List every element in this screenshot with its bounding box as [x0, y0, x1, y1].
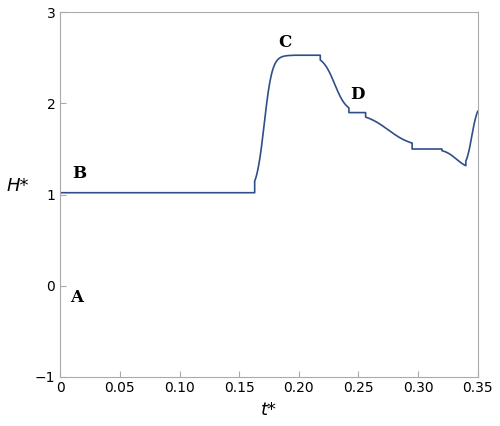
Y-axis label: H*: H* — [7, 176, 30, 195]
Text: D: D — [350, 86, 364, 103]
X-axis label: t*: t* — [261, 401, 277, 419]
Text: B: B — [72, 165, 86, 182]
Text: C: C — [278, 34, 292, 51]
Text: A: A — [70, 289, 83, 306]
